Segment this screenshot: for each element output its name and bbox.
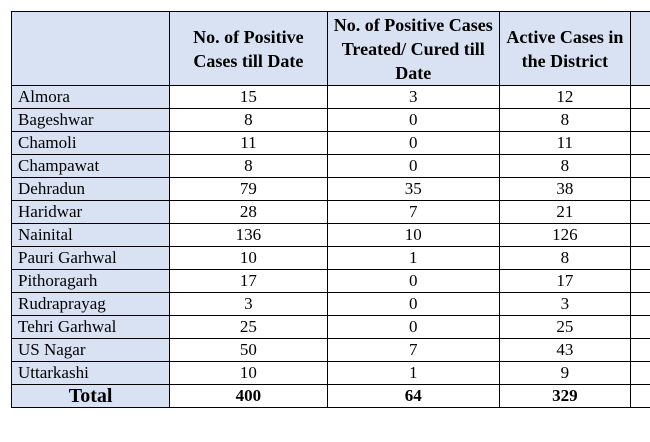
header-positive-cases: No. of Positive Cases till Date	[169, 11, 328, 86]
cured-cases-cell: 35	[326, 177, 500, 201]
positive-cases-cell: 8	[169, 108, 328, 132]
district-cell: Tehri Garhwal	[10, 315, 171, 339]
district-cell: Pauri Garhwal	[10, 246, 171, 270]
header-cured-cases: No. of Positive Cases Treated/ Cured til…	[326, 11, 500, 86]
cured-cases-cell: 7	[326, 200, 500, 224]
active-cases-cell: 21	[498, 200, 631, 224]
cut-off-cell	[629, 154, 650, 178]
active-cases-cell: 17	[498, 269, 631, 293]
district-cell: Nainital	[10, 223, 171, 247]
cured-cases-cell: 7	[326, 338, 500, 362]
table-row: Uttarkashi 10 1 9	[10, 361, 650, 385]
cured-cases-cell: 0	[326, 131, 500, 155]
district-cell: Uttarkashi	[10, 361, 171, 385]
cut-off-cell	[629, 292, 650, 316]
table-row: Pithoragarh 17 0 17	[10, 269, 650, 293]
cut-off-cell	[629, 223, 650, 247]
table-row: US Nagar 50 7 43	[10, 338, 650, 362]
header-active-cases: Active Cases in the District	[498, 11, 631, 86]
table-body: Almora 15 3 12 Bageshwar 8 0 8 Chamoli 11 0 11 Champ…	[10, 85, 650, 408]
district-cell: Champawat	[10, 154, 171, 178]
active-cases-cell: 8	[498, 246, 631, 270]
active-cases-cell: 12	[498, 85, 631, 109]
cured-cases-cell: 1	[326, 361, 500, 385]
positive-cases-cell: 50	[169, 338, 328, 362]
positive-cases-cell: 10	[169, 361, 328, 385]
district-cell: Haridwar	[10, 200, 171, 224]
active-cases-cell: 11	[498, 131, 631, 155]
table-row: Rudraprayag 3 0 3	[10, 292, 650, 316]
district-cell: Almora	[10, 85, 171, 109]
table-row: Dehradun 79 35 38	[10, 177, 650, 201]
active-cases-cell: 3	[498, 292, 631, 316]
total-cured: 64	[326, 384, 500, 408]
district-cell: US Nagar	[10, 338, 171, 362]
district-cell: Pithoragarh	[10, 269, 171, 293]
header-district	[10, 11, 171, 86]
table-row: Tehri Garhwal 25 0 25	[10, 315, 650, 339]
table-row: Champawat 8 0 8	[10, 154, 650, 178]
cured-cases-cell: 0	[326, 108, 500, 132]
cut-off-cell	[629, 131, 650, 155]
district-cell: Bageshwar	[10, 108, 171, 132]
positive-cases-cell: 136	[169, 223, 328, 247]
positive-cases-cell: 28	[169, 200, 328, 224]
positive-cases-cell: 3	[169, 292, 328, 316]
positive-cases-cell: 15	[169, 85, 328, 109]
positive-cases-cell: 17	[169, 269, 328, 293]
district-cell: Dehradun	[10, 177, 171, 201]
active-cases-cell: 8	[498, 108, 631, 132]
cut-off-cell	[629, 246, 650, 270]
cured-cases-cell: 3	[326, 85, 500, 109]
active-cases-cell: 126	[498, 223, 631, 247]
cut-off-cell	[629, 108, 650, 132]
cut-off-cell	[629, 177, 650, 201]
active-cases-cell: 25	[498, 315, 631, 339]
cured-cases-cell: 0	[326, 154, 500, 178]
header-cut-off-column	[629, 11, 650, 86]
district-cases-table: No. of Positive Cases till Date No. of P…	[10, 11, 650, 408]
table-row: Almora 15 3 12	[10, 85, 650, 109]
positive-cases-cell: 79	[169, 177, 328, 201]
positive-cases-cell: 11	[169, 131, 328, 155]
cured-cases-cell: 0	[326, 292, 500, 316]
cut-off-cell	[629, 85, 650, 109]
table-row: Nainital 136 10 126	[10, 223, 650, 247]
cut-off-cell	[629, 361, 650, 385]
total-cut-off-cell	[629, 384, 650, 408]
table-row: Haridwar 28 7 21	[10, 200, 650, 224]
cut-off-cell	[629, 200, 650, 224]
cured-cases-cell: 1	[326, 246, 500, 270]
total-positive: 400	[169, 384, 328, 408]
table-row: Pauri Garhwal 10 1 8	[10, 246, 650, 270]
total-label: Total	[10, 384, 171, 408]
district-cell: Chamoli	[10, 131, 171, 155]
cured-cases-cell: 10	[326, 223, 500, 247]
cured-cases-cell: 0	[326, 269, 500, 293]
active-cases-cell: 38	[498, 177, 631, 201]
cut-off-cell	[629, 315, 650, 339]
cut-off-cell	[629, 338, 650, 362]
header-row: No. of Positive Cases till Date No. of P…	[10, 11, 650, 86]
table-row: Chamoli 11 0 11	[10, 131, 650, 155]
total-active: 329	[498, 384, 631, 408]
table-row: Bageshwar 8 0 8	[10, 108, 650, 132]
positive-cases-cell: 10	[169, 246, 328, 270]
active-cases-cell: 8	[498, 154, 631, 178]
active-cases-cell: 43	[498, 338, 631, 362]
total-row: Total 400 64 329	[10, 384, 650, 408]
cured-cases-cell: 0	[326, 315, 500, 339]
table-header: No. of Positive Cases till Date No. of P…	[10, 11, 650, 86]
cut-off-cell	[629, 269, 650, 293]
active-cases-cell: 9	[498, 361, 631, 385]
district-cell: Rudraprayag	[10, 292, 171, 316]
positive-cases-cell: 8	[169, 154, 328, 178]
positive-cases-cell: 25	[169, 315, 328, 339]
